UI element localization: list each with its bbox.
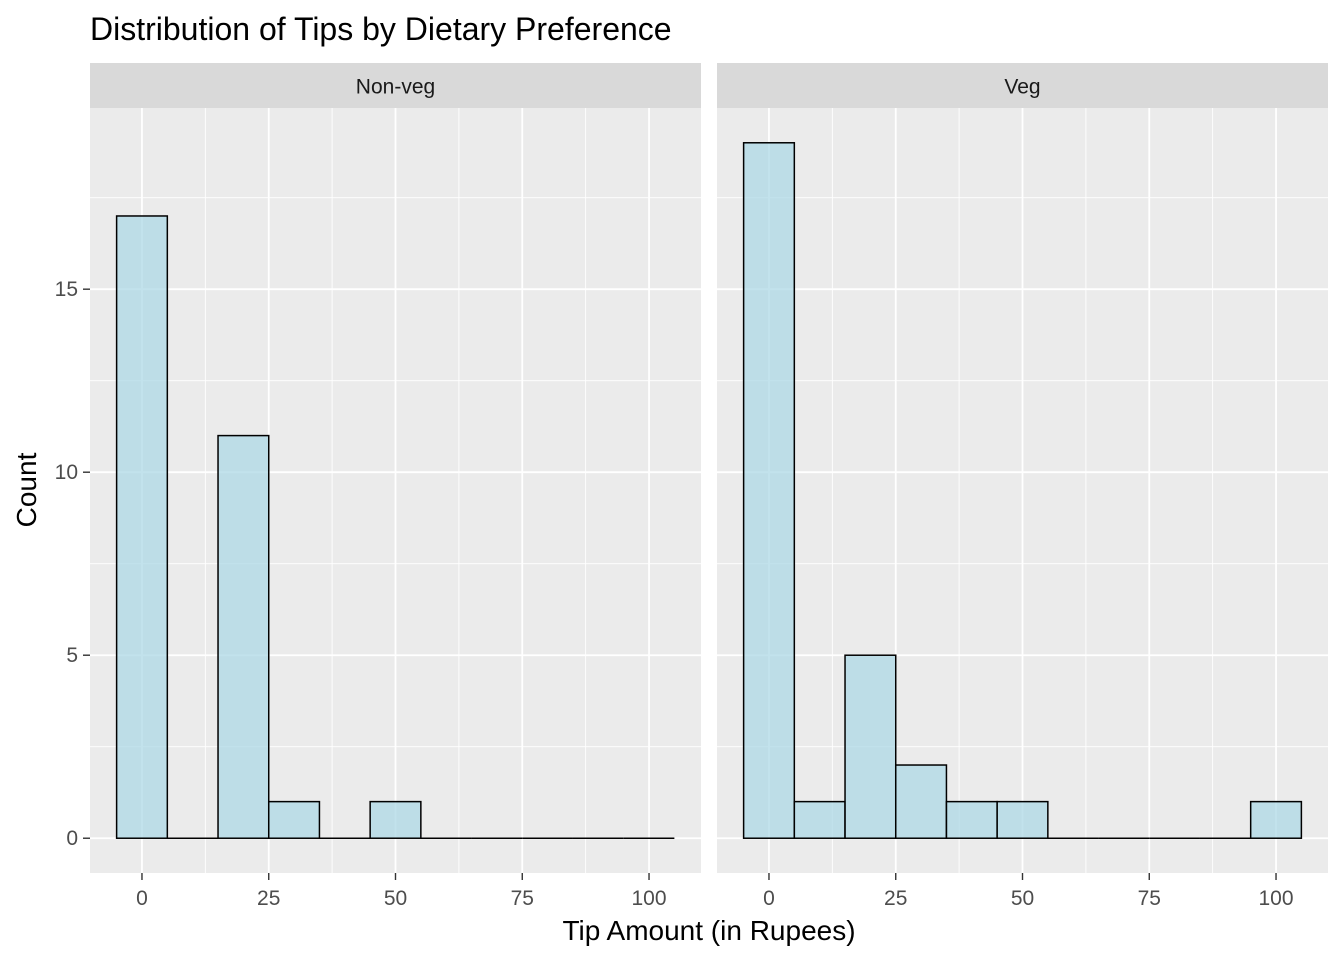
- y-axis-title: Count: [11, 452, 42, 527]
- y-tick-label: 0: [66, 827, 78, 850]
- facet-strip: [90, 63, 701, 108]
- histogram-bar: [1249, 800, 1303, 839]
- x-tick-label: 25: [257, 887, 280, 910]
- histogram-bar: [844, 654, 897, 839]
- x-tick-label: 100: [1259, 887, 1294, 910]
- x-tick-label: 75: [511, 887, 534, 910]
- facet-panel-veg: Veg 0 25 50 75 100: [717, 63, 1328, 910]
- y-tick-label: 10: [55, 461, 78, 484]
- x-tick-label: 50: [1011, 887, 1034, 910]
- x-tick-label: 0: [136, 887, 148, 910]
- facet-panels: 0 5 10 15 Non-veg 0 25 50 75 100 Veg 0 25 50 75 100: [55, 63, 1328, 910]
- x-tick-label: 25: [884, 887, 907, 910]
- x-tick-label: 50: [384, 887, 407, 910]
- y-tick-label: 15: [55, 278, 78, 301]
- histogram-bar: [742, 142, 796, 839]
- facet-strip-label: Non-veg: [356, 76, 435, 99]
- histogram-bar: [793, 800, 846, 839]
- x-tick-label: 100: [632, 887, 667, 910]
- x-tick-label: 75: [1138, 887, 1161, 910]
- facet-strip: [717, 63, 1328, 108]
- histogram-bar: [369, 800, 422, 839]
- histogram-bar: [115, 215, 169, 839]
- histogram-bar: [267, 800, 321, 839]
- histogram-bar: [996, 800, 1049, 839]
- histogram-bar: [894, 764, 948, 839]
- y-tick-label: 5: [66, 644, 78, 667]
- facet-strip-label: Veg: [1004, 76, 1040, 99]
- x-axis-title: Tip Amount (in Rupees): [562, 915, 855, 946]
- histogram-bar: [217, 434, 270, 839]
- facet-panel-non-veg: Non-veg 0 25 50 75 100: [90, 63, 701, 910]
- chart-title: Distribution of Tips by Dietary Preferen…: [90, 11, 672, 47]
- x-tick-label: 0: [763, 887, 775, 910]
- histogram-bar: [945, 800, 998, 839]
